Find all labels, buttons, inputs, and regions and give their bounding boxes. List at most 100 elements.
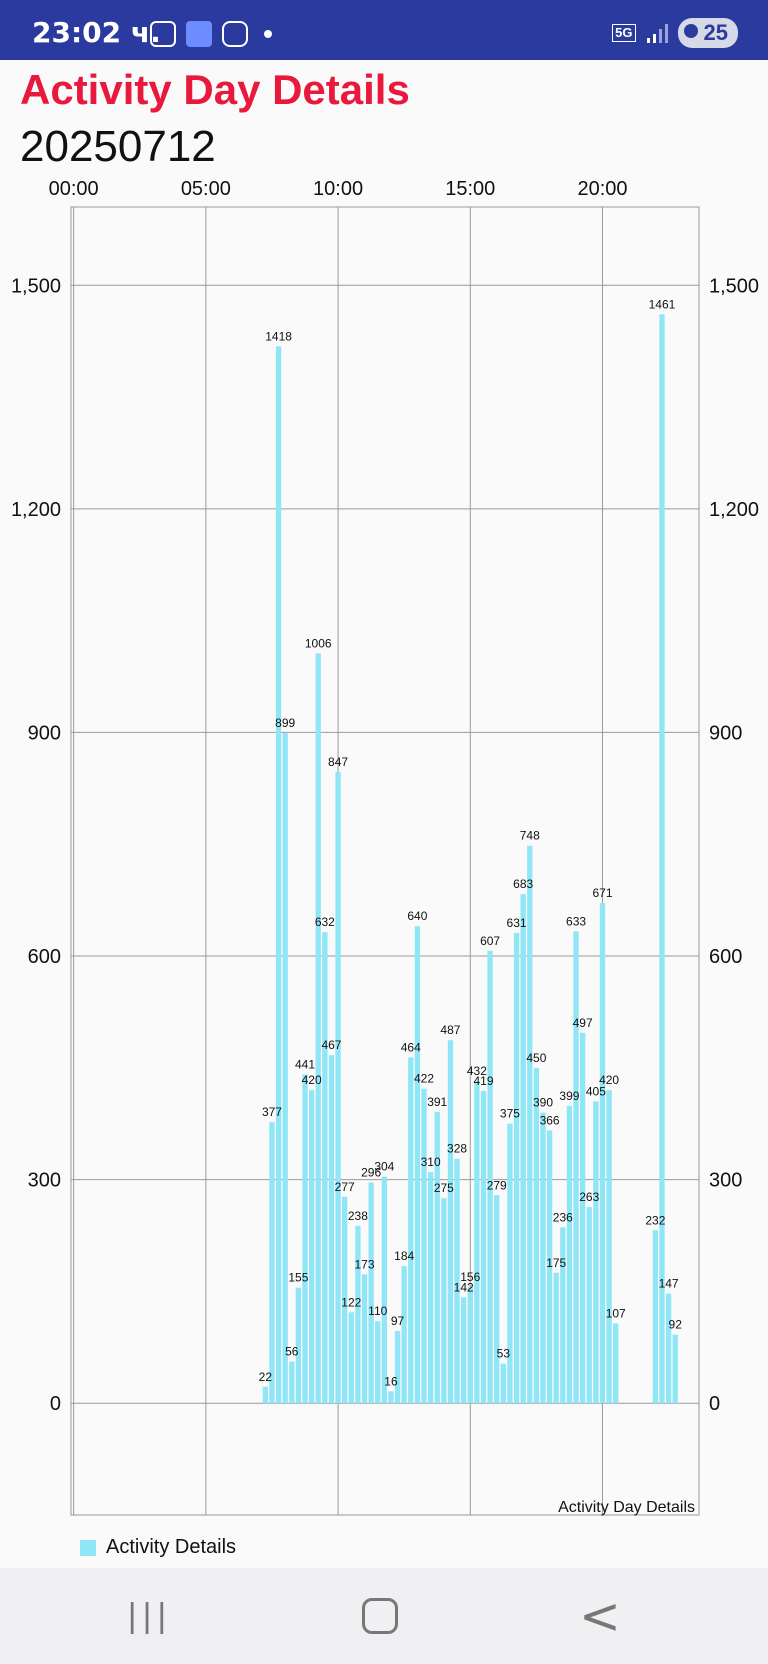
- bar: [381, 1176, 387, 1404]
- data-label: 310: [421, 1155, 441, 1169]
- data-label: 441: [295, 1058, 315, 1072]
- chart-data-labels: 2237714188995615544142010066324678472771…: [259, 297, 683, 1388]
- bar: [441, 1198, 447, 1404]
- bar: [566, 1105, 573, 1404]
- bar: [275, 346, 282, 1404]
- data-label: 366: [540, 1113, 560, 1127]
- data-label: 296: [361, 1166, 381, 1180]
- bar: [593, 1101, 599, 1404]
- data-label: 419: [473, 1074, 493, 1088]
- data-label: 1418: [265, 329, 292, 343]
- x-tick-label: 05:00: [181, 178, 231, 200]
- status-time: 23:02 ч.: [32, 16, 161, 49]
- bar: [295, 1287, 302, 1404]
- back-icon[interactable]: <: [579, 1587, 621, 1645]
- bar: [434, 1111, 440, 1404]
- bar: [586, 1207, 592, 1404]
- bar: [580, 1032, 586, 1404]
- bar: [546, 1130, 553, 1404]
- data-label: 420: [302, 1073, 322, 1087]
- bar: [342, 1196, 348, 1404]
- bar: [315, 653, 321, 1404]
- data-label: 399: [559, 1089, 579, 1103]
- y-tick-label-right: 0: [709, 1393, 720, 1415]
- x-tick-label: 15:00: [445, 178, 495, 200]
- home-icon[interactable]: [320, 1568, 440, 1664]
- y-tick-label-right: 1,200: [709, 499, 759, 521]
- bar: [665, 1293, 672, 1404]
- data-label: 328: [447, 1142, 467, 1156]
- bar: [527, 845, 533, 1404]
- bar: [289, 1361, 295, 1404]
- data-label: 422: [414, 1072, 434, 1086]
- data-label: 432: [467, 1064, 487, 1078]
- y-tick-label-right: 1,500: [709, 275, 759, 297]
- data-label: 464: [401, 1040, 421, 1054]
- user-badge-icon: [186, 21, 212, 47]
- data-label: 391: [427, 1095, 447, 1109]
- chart-legend: Activity Details: [80, 1536, 236, 1559]
- data-label: 238: [348, 1209, 368, 1223]
- recent-apps-icon[interactable]: |||: [127, 1596, 173, 1635]
- bar: [454, 1158, 460, 1404]
- y-tick-label-right: 600: [709, 946, 742, 968]
- bar: [408, 1057, 414, 1404]
- y-tick-label-right: 300: [709, 1170, 742, 1192]
- status-bar: 23:02 ч. 5G 25: [0, 0, 768, 60]
- data-label: 173: [354, 1257, 374, 1271]
- bar: [302, 1074, 308, 1404]
- data-label: 56: [285, 1344, 299, 1358]
- data-label: 420: [599, 1073, 619, 1087]
- x-tick-label: 10:00: [313, 178, 363, 200]
- data-label: 53: [497, 1347, 511, 1361]
- bar: [487, 950, 493, 1404]
- y-tick-label-left: 300: [28, 1170, 61, 1192]
- data-label: 279: [487, 1178, 507, 1192]
- navigation-bar: ||| <: [0, 1568, 768, 1664]
- bar: [394, 1330, 401, 1404]
- bar: [355, 1225, 361, 1404]
- bar: [652, 1230, 659, 1404]
- data-label: 631: [507, 916, 527, 930]
- bar: [282, 733, 288, 1404]
- bar: [480, 1090, 487, 1404]
- data-label: 92: [669, 1318, 683, 1332]
- bar: [348, 1312, 354, 1404]
- data-label: 632: [315, 915, 335, 929]
- data-label: 748: [520, 829, 540, 843]
- x-tick-label: 00:00: [49, 178, 99, 200]
- data-label: 450: [526, 1051, 546, 1065]
- data-label: 232: [645, 1213, 665, 1227]
- data-label: 22: [259, 1370, 273, 1384]
- data-label: 497: [573, 1016, 593, 1030]
- x-tick-label: 20:00: [577, 178, 627, 200]
- bar: [461, 1297, 467, 1404]
- bar: [361, 1274, 368, 1404]
- data-label: 1461: [649, 297, 676, 311]
- bar: [262, 1386, 268, 1404]
- bar: [560, 1227, 566, 1404]
- bar: [573, 931, 579, 1404]
- bar: [599, 903, 606, 1404]
- data-label: 175: [546, 1256, 566, 1270]
- signal-icon: [646, 24, 668, 43]
- instagram-icon: [222, 21, 248, 47]
- bar: [606, 1090, 612, 1404]
- data-label: 110: [368, 1304, 387, 1318]
- y-tick-label-left: 600: [28, 946, 61, 968]
- y-tick-label-left: 0: [50, 1393, 61, 1415]
- activity-bar-chart: 2237714188995615544142010066324678472771…: [11, 178, 759, 1516]
- bar: [474, 1081, 480, 1404]
- data-label: 263: [579, 1190, 599, 1204]
- bar: [375, 1321, 381, 1404]
- bar: [540, 1112, 546, 1404]
- data-label: 683: [513, 877, 533, 891]
- bar: [447, 1040, 454, 1404]
- data-label: 899: [275, 716, 295, 730]
- battery-icon: 25: [677, 18, 738, 48]
- bar: [368, 1182, 374, 1404]
- bar: [613, 1323, 619, 1404]
- bar: [513, 932, 520, 1404]
- data-label: 97: [391, 1314, 405, 1328]
- bar: [500, 1363, 506, 1404]
